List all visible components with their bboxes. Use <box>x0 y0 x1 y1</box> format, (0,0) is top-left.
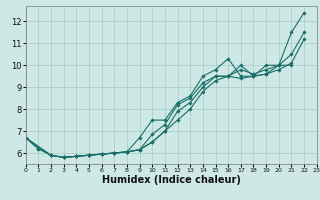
X-axis label: Humidex (Indice chaleur): Humidex (Indice chaleur) <box>102 175 241 185</box>
